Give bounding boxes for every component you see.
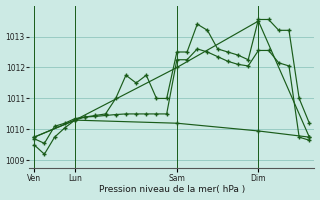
X-axis label: Pression niveau de la mer( hPa ): Pression niveau de la mer( hPa ) [99,185,245,194]
